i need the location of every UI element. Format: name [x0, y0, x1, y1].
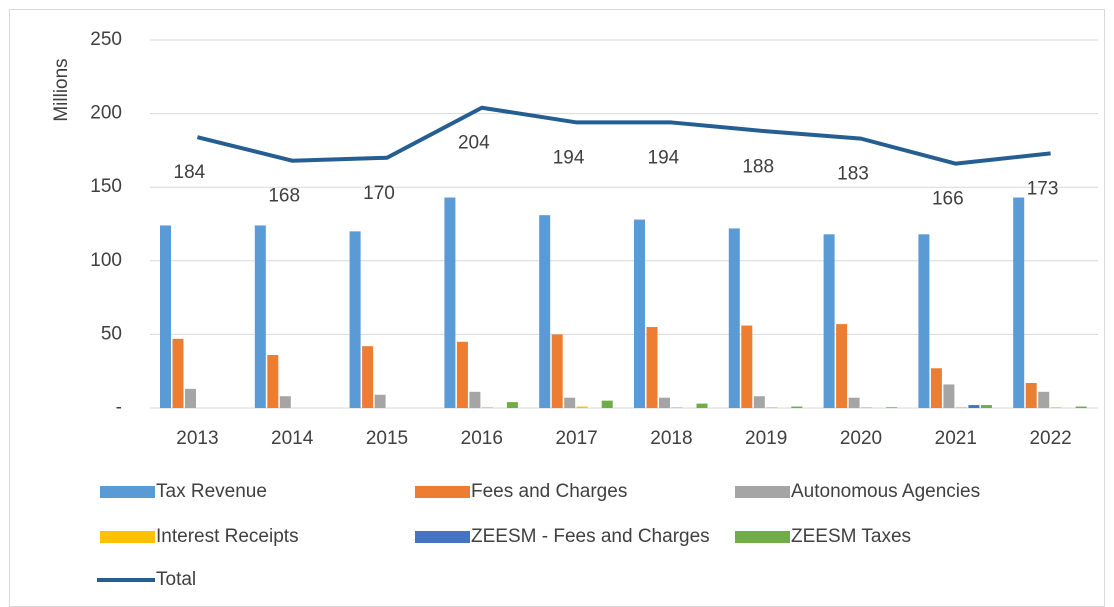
bar [279, 396, 291, 408]
y-tick-label: 150 [90, 176, 122, 197]
legend-swatch [415, 486, 470, 498]
data-label: 173 [1027, 178, 1059, 199]
legend-swatch [100, 531, 155, 543]
bar [551, 334, 563, 408]
bar [861, 407, 873, 408]
data-label: 183 [837, 164, 869, 185]
bar [930, 368, 942, 408]
bar [506, 402, 518, 408]
legend-label: Autonomous Agencies [791, 481, 980, 502]
legend-swatch [100, 486, 155, 498]
legend-label: Fees and Charges [471, 481, 627, 502]
x-tick-label: 2018 [650, 428, 692, 449]
bar [728, 228, 740, 408]
x-tick-label: 2017 [555, 428, 597, 449]
legend-label: Total [156, 569, 196, 590]
x-tick-label: 2022 [1029, 428, 1071, 449]
x-tick-label: 2013 [176, 428, 218, 449]
bar [469, 391, 481, 408]
x-tick-label: 2020 [840, 428, 882, 449]
bar [918, 234, 930, 408]
bar [955, 407, 967, 408]
bar [254, 225, 266, 408]
y-tick-label: 250 [90, 29, 122, 50]
bar [362, 346, 374, 408]
legend-label: Interest Receipts [156, 526, 299, 547]
y-axis-label: Millions [51, 58, 72, 121]
legend-swatch [735, 531, 790, 543]
bar [481, 407, 493, 408]
bar [160, 225, 171, 408]
bar [943, 384, 955, 408]
data-label: 184 [174, 162, 206, 183]
x-tick-label: 2019 [745, 428, 787, 449]
bar [886, 407, 898, 408]
data-label: 188 [742, 156, 774, 177]
bar [601, 400, 613, 408]
y-tick-label: 50 [101, 323, 122, 344]
bar [659, 397, 670, 408]
bar [671, 407, 683, 408]
legend-label: ZEESM Taxes [791, 526, 911, 547]
y-tick-label: 200 [90, 103, 122, 124]
bar [980, 405, 992, 408]
y-tick-label: 100 [90, 250, 122, 271]
bar [836, 324, 848, 408]
bar [968, 405, 980, 408]
bar [1013, 197, 1025, 408]
data-label: 194 [553, 147, 585, 168]
x-tick-label: 2015 [366, 428, 408, 449]
bar [185, 388, 196, 408]
bar [766, 407, 778, 408]
bar [374, 394, 386, 408]
bar [791, 406, 803, 408]
data-label: 204 [458, 133, 490, 154]
line [196, 105, 1051, 166]
bar [267, 355, 279, 408]
data-label: 170 [363, 183, 395, 204]
bar [1075, 406, 1087, 408]
bar [576, 406, 588, 408]
x-tick-label: 2014 [271, 428, 314, 449]
bar [444, 197, 456, 408]
bar [172, 338, 184, 408]
y-tick-label: - [116, 397, 122, 418]
bar [741, 325, 753, 408]
x-tick-label: 2021 [935, 428, 977, 449]
data-label: 166 [932, 189, 964, 210]
bar [1038, 391, 1050, 408]
chart-border [9, 9, 1105, 607]
bar [753, 396, 765, 408]
bar [349, 231, 361, 408]
bar [646, 327, 658, 408]
bar [1050, 407, 1062, 408]
bar [456, 341, 468, 408]
legend-label: Tax Revenue [156, 481, 267, 502]
bar [1025, 382, 1037, 408]
x-tick-label: 2016 [461, 428, 503, 449]
data-label: 194 [648, 147, 680, 168]
bar [564, 397, 576, 408]
bar [634, 219, 645, 408]
legend-label: ZEESM - Fees and Charges [471, 526, 710, 547]
legend-swatch [415, 531, 470, 543]
bar [696, 403, 708, 408]
bar [539, 215, 551, 408]
bar [848, 397, 860, 408]
data-label: 168 [268, 186, 300, 207]
bar [823, 234, 835, 408]
legend-swatch [735, 486, 790, 498]
